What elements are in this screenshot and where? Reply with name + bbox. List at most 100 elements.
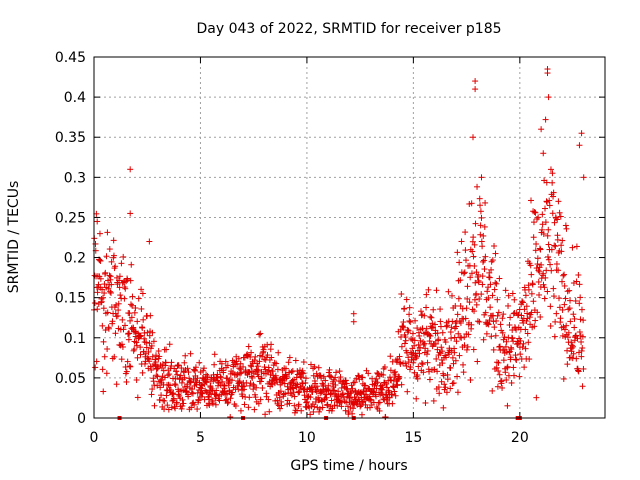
data-point (434, 368, 441, 375)
data-point (262, 411, 269, 418)
data-point (403, 362, 410, 369)
data-point (219, 378, 226, 385)
data-point (384, 384, 391, 391)
data-point (423, 325, 430, 332)
data-point (259, 385, 266, 392)
data-point (439, 348, 446, 355)
data-point (479, 273, 486, 280)
data-point (544, 232, 551, 239)
data-point (107, 273, 114, 280)
data-point (448, 335, 455, 342)
data-point (255, 400, 262, 407)
data-point (409, 330, 416, 337)
data-point (563, 322, 570, 329)
data-point (315, 364, 322, 371)
data-point (380, 395, 387, 402)
data-point (100, 305, 107, 312)
data-point (426, 332, 433, 339)
data-point (297, 383, 304, 390)
data-point (322, 377, 329, 384)
data-point (251, 357, 258, 364)
data-point (559, 306, 566, 313)
data-point (507, 314, 514, 321)
data-point (401, 305, 408, 312)
data-point (301, 392, 308, 399)
data-point (173, 399, 180, 406)
data-point (471, 262, 478, 269)
data-point (523, 303, 530, 310)
data-point (200, 367, 207, 374)
data-point (451, 334, 458, 341)
y-tick-label: 0.4 (64, 90, 86, 106)
data-point (264, 352, 271, 359)
data-point (124, 276, 131, 283)
data-point (283, 373, 290, 380)
data-point (310, 408, 317, 415)
data-point (545, 94, 552, 101)
data-point (556, 209, 563, 216)
data-point (189, 386, 196, 393)
data-point (396, 353, 403, 360)
data-point (349, 410, 356, 417)
data-point (462, 229, 469, 236)
data-point (521, 306, 528, 313)
data-point (499, 315, 506, 322)
data-point (557, 213, 564, 220)
data-point (428, 325, 435, 332)
data-point (183, 388, 190, 395)
data-point (170, 395, 177, 402)
data-point (235, 355, 242, 362)
data-point (510, 310, 517, 317)
data-point (526, 314, 533, 321)
data-point (465, 331, 472, 338)
data-point (126, 330, 133, 337)
data-point (426, 338, 433, 345)
data-point (543, 179, 550, 186)
data-point (477, 222, 484, 229)
data-point (144, 329, 151, 336)
data-point (560, 272, 567, 279)
y-tick-label: 0.1 (64, 331, 86, 347)
data-point (149, 329, 156, 336)
data-point (247, 380, 254, 387)
data-point (99, 366, 106, 373)
data-point (221, 382, 228, 389)
data-point (446, 351, 453, 358)
data-point (141, 360, 148, 367)
data-point (250, 381, 257, 388)
data-point (412, 355, 419, 362)
data-point (148, 366, 155, 373)
data-point (350, 405, 357, 412)
data-point (492, 250, 499, 257)
data-point (380, 371, 387, 378)
data-point (504, 402, 511, 409)
data-point (547, 166, 554, 173)
data-point (445, 288, 452, 295)
data-point (123, 278, 130, 285)
data-point (180, 400, 187, 407)
data-point (194, 375, 201, 382)
data-point (255, 366, 262, 373)
data-point (476, 296, 483, 303)
data-point (108, 281, 115, 288)
data-point (334, 402, 341, 409)
data-point (434, 330, 441, 337)
data-point (460, 369, 467, 376)
data-point (478, 291, 485, 298)
data-point (492, 279, 499, 286)
data-point (355, 372, 362, 379)
data-point (381, 364, 388, 371)
data-point (274, 400, 281, 407)
data-point (99, 322, 106, 329)
data-point (164, 402, 171, 409)
data-point (537, 313, 544, 320)
data-point (229, 389, 236, 396)
data-point (578, 306, 585, 313)
data-point (439, 329, 446, 336)
data-point (433, 287, 440, 294)
data-point (578, 353, 585, 360)
data-point (406, 317, 413, 324)
data-point (454, 311, 461, 318)
data-point (505, 372, 512, 379)
